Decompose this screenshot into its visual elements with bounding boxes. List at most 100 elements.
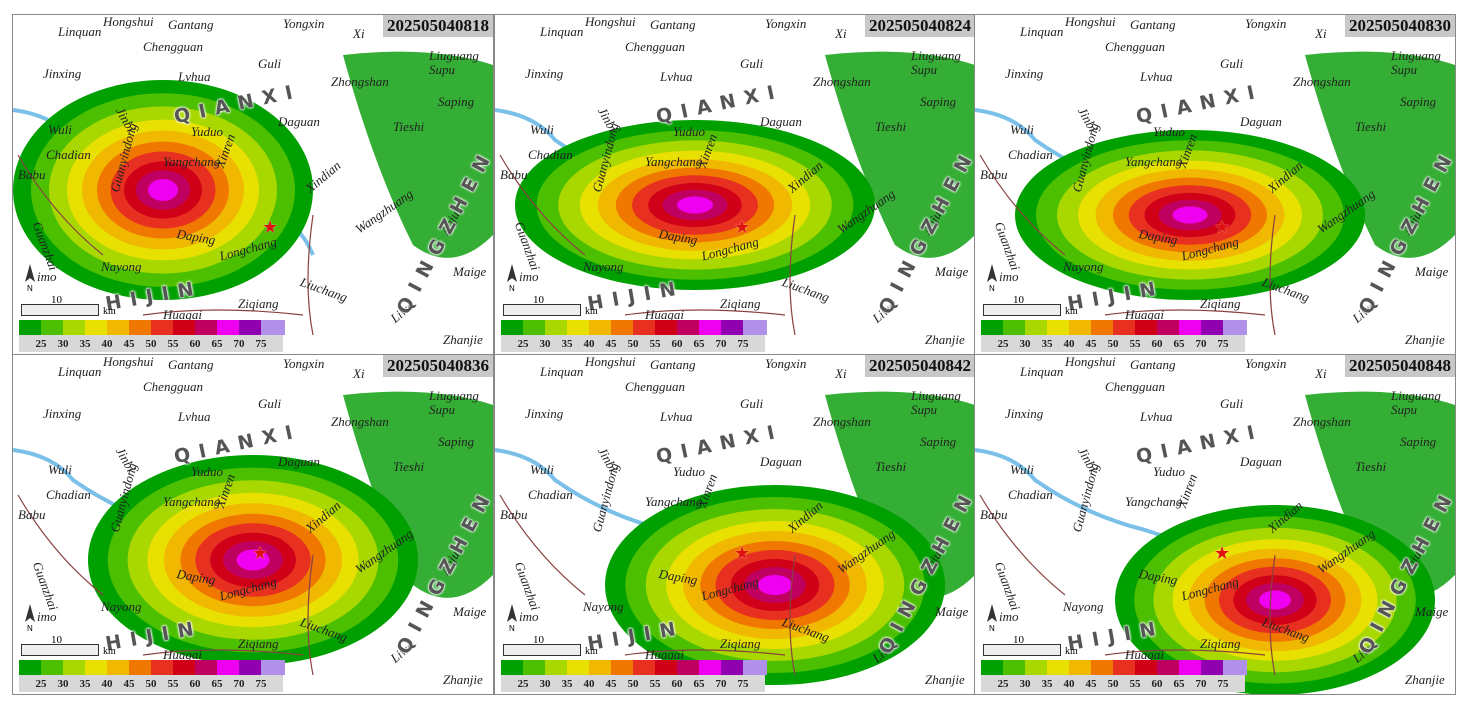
town-label: Supu (1391, 62, 1417, 77)
echo-contour (1172, 206, 1208, 224)
legend-swatch (655, 660, 679, 675)
legend-swatch (1223, 320, 1247, 335)
town-label: Zhongshan (813, 414, 871, 429)
town-label: Huagai (645, 647, 684, 662)
legend-swatch (721, 320, 745, 335)
town-label: Zhanjie (443, 672, 483, 687)
scale-bar (21, 304, 99, 316)
town-label: Supu (429, 402, 455, 417)
town-label: Linquan (540, 24, 584, 39)
legend-tick: 70 (715, 678, 727, 690)
radar-panel: Linquan Hongshui Gantang Yongxin Xi Chengguan… (974, 14, 1456, 355)
legend-tick: 70 (233, 678, 245, 690)
town-label: Linquan (1020, 364, 1064, 379)
town-label: Guli (740, 56, 764, 71)
town-label: imo (999, 609, 1019, 624)
legend-swatch (633, 660, 657, 675)
town-label: Daguan (760, 454, 802, 469)
town-label: Jinxing (1005, 406, 1044, 421)
town-label: Guli (258, 396, 282, 411)
town-label: Daguan (1240, 114, 1282, 129)
town-label: Guli (740, 396, 764, 411)
north-label: N (27, 624, 33, 632)
town-label: Lvhua (1140, 409, 1173, 424)
legend-swatch (19, 660, 43, 675)
town-label: Chengguan (625, 39, 685, 54)
town-label: Saping (438, 94, 475, 109)
location-star-icon: ★ (734, 217, 751, 237)
town-label: Babu (980, 167, 1008, 182)
echo-contour (148, 179, 178, 201)
town-label: Ziqiang (1200, 636, 1241, 651)
town-label: Hongshui (1065, 354, 1116, 369)
town-label: Hongshui (585, 14, 636, 29)
echo-patch (1305, 391, 1455, 598)
legend-tick: 55 (167, 678, 179, 690)
county-boundary (979, 494, 1276, 676)
town-label: Nayong (101, 599, 142, 614)
echo-contour (1259, 590, 1291, 610)
town-label: Liuguang (911, 388, 961, 403)
legend-tick: 60 (189, 678, 201, 690)
legend-tick: 65 (211, 678, 223, 690)
county-boundary (17, 494, 314, 676)
legend-swatch (523, 320, 547, 335)
scale-unit: km (1065, 306, 1078, 317)
legend-tick: 55 (1129, 678, 1141, 690)
legend-tick: 35 (561, 338, 573, 350)
north-label: N (989, 284, 995, 292)
legend-tick: 25 (997, 678, 1009, 690)
town-label: Wuli (48, 462, 72, 477)
legend-tick: 35 (1041, 338, 1053, 350)
town-label: Daguan (1240, 454, 1282, 469)
legend-swatch (589, 660, 613, 675)
town-label: Zhanjie (925, 672, 965, 687)
town-label: Nayong (583, 259, 624, 274)
town-label: Zhanjie (925, 332, 965, 347)
legend-swatch (677, 320, 701, 335)
legend-tick: 70 (715, 338, 727, 350)
legend-swatch (217, 320, 241, 335)
legend-swatch (151, 660, 175, 675)
legend-swatch (85, 320, 109, 335)
legend-tick: 60 (1151, 678, 1163, 690)
town-label: Huagai (163, 307, 202, 322)
town-label: Nayong (583, 599, 624, 614)
legend-swatch (129, 660, 153, 675)
legend-swatch (1201, 660, 1225, 675)
north-label: N (509, 624, 515, 632)
town-label: Liuguang (1391, 388, 1441, 403)
legend-swatch (1179, 320, 1203, 335)
legend-swatch (85, 660, 109, 675)
town-label: Huagai (1125, 307, 1164, 322)
town-label: Yuduo (1153, 124, 1186, 139)
legend-tick: 65 (211, 338, 223, 350)
town-label: Maige (1415, 264, 1449, 279)
legend-tick: 45 (123, 338, 135, 350)
echo-patch (1305, 51, 1455, 258)
north-label: N (989, 624, 995, 632)
town-label: Saping (920, 434, 957, 449)
town-label: Chadian (1008, 487, 1053, 502)
legend-tick: 30 (539, 338, 551, 350)
legend-swatch (107, 320, 131, 335)
legend-swatch (501, 320, 525, 335)
legend-tick: 45 (605, 678, 617, 690)
town-label: Chengguan (143, 39, 203, 54)
town-label: Ziqiang (720, 296, 761, 311)
legend-swatch (41, 660, 65, 675)
town-label: Yongxin (283, 16, 325, 31)
legend-tick: 45 (123, 678, 135, 690)
legend-tick: 35 (561, 678, 573, 690)
scale-value: 10 (533, 634, 544, 646)
town-label: Nayong (1063, 259, 1104, 274)
town-label: Yuduo (191, 464, 224, 479)
town-label: imo (37, 269, 57, 284)
town-label: Huagai (163, 647, 202, 662)
legend-swatch (655, 320, 679, 335)
town-label: Xi (835, 366, 847, 381)
legend-tick: 30 (57, 338, 69, 350)
legend-tick: 60 (1151, 338, 1163, 350)
town-label: Wuli (530, 462, 554, 477)
